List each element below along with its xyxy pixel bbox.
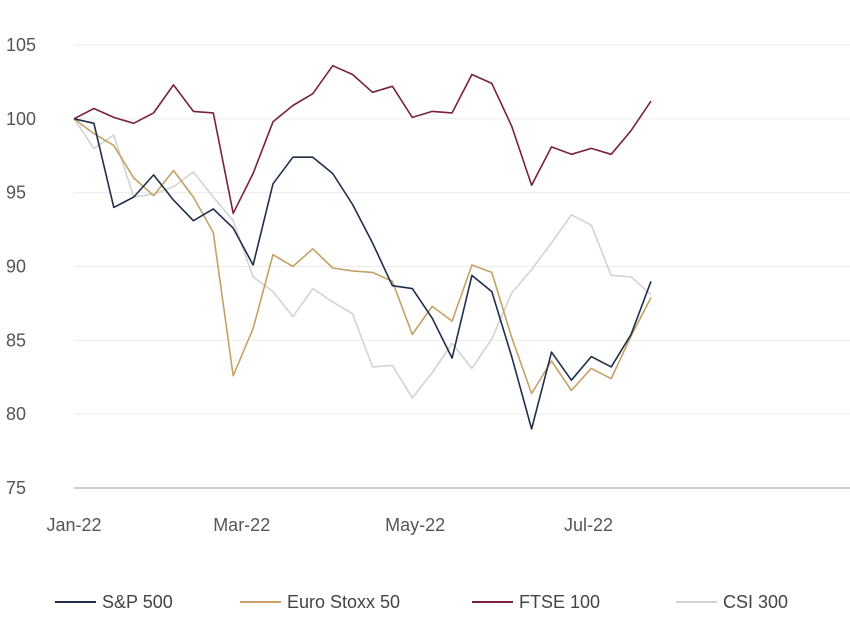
- y-axis-ticks: 75 80 85 90 95 100 105: [6, 35, 36, 498]
- legend-label-1: Euro Stoxx 50: [287, 592, 400, 612]
- legend: S&P 500 Euro Stoxx 50 FTSE 100 CSI 300: [55, 592, 788, 612]
- series-line-1: [73, 118, 652, 395]
- x-axis-ticks: Jan-22 Mar-22 May-22 Jul-22: [46, 515, 613, 535]
- y-tick-label-85: 85: [6, 330, 26, 350]
- y-tick-label-100: 100: [6, 109, 36, 129]
- legend-item-1: Euro Stoxx 50: [240, 592, 400, 612]
- legend-label-2: FTSE 100: [519, 592, 600, 612]
- series-line-2: [73, 64, 652, 215]
- x-tick-label-3: Jul-22: [564, 515, 613, 535]
- legend-item-2: FTSE 100: [472, 592, 600, 612]
- y-tick-label-105: 105: [6, 35, 36, 55]
- legend-item-3: CSI 300: [676, 592, 788, 612]
- series-lines: [73, 64, 652, 430]
- legend-item-0: S&P 500: [55, 592, 173, 612]
- y-tick-label-95: 95: [6, 183, 26, 203]
- x-tick-label-2: May-22: [385, 515, 445, 535]
- legend-label-0: S&P 500: [102, 592, 173, 612]
- y-tick-label-80: 80: [6, 404, 26, 424]
- x-tick-label-1: Mar-22: [213, 515, 270, 535]
- series-line-3: [73, 118, 652, 399]
- y-tick-label-75: 75: [6, 478, 26, 498]
- series-line-0: [73, 118, 652, 430]
- y-tick-label-90: 90: [6, 257, 26, 277]
- gridlines: [74, 44, 850, 415]
- x-tick-label-0: Jan-22: [46, 515, 101, 535]
- legend-label-3: CSI 300: [723, 592, 788, 612]
